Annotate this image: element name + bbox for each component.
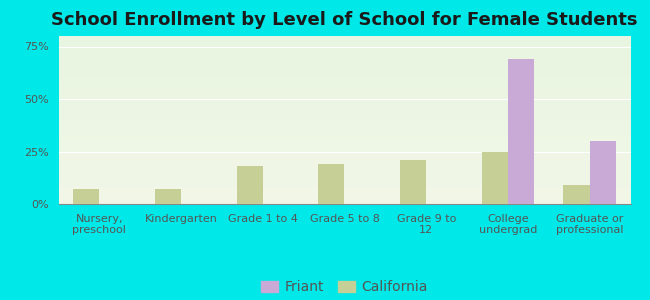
Bar xyxy=(400,160,426,204)
Bar xyxy=(237,166,263,204)
Title: School Enrollment by Level of School for Female Students: School Enrollment by Level of School for… xyxy=(51,11,638,29)
Legend: Friant, California: Friant, California xyxy=(255,275,434,300)
Bar xyxy=(482,152,508,204)
Bar xyxy=(590,141,616,204)
Bar xyxy=(318,164,344,204)
Bar xyxy=(508,59,534,204)
Bar xyxy=(73,189,99,204)
Bar xyxy=(155,189,181,204)
Bar xyxy=(564,185,590,204)
